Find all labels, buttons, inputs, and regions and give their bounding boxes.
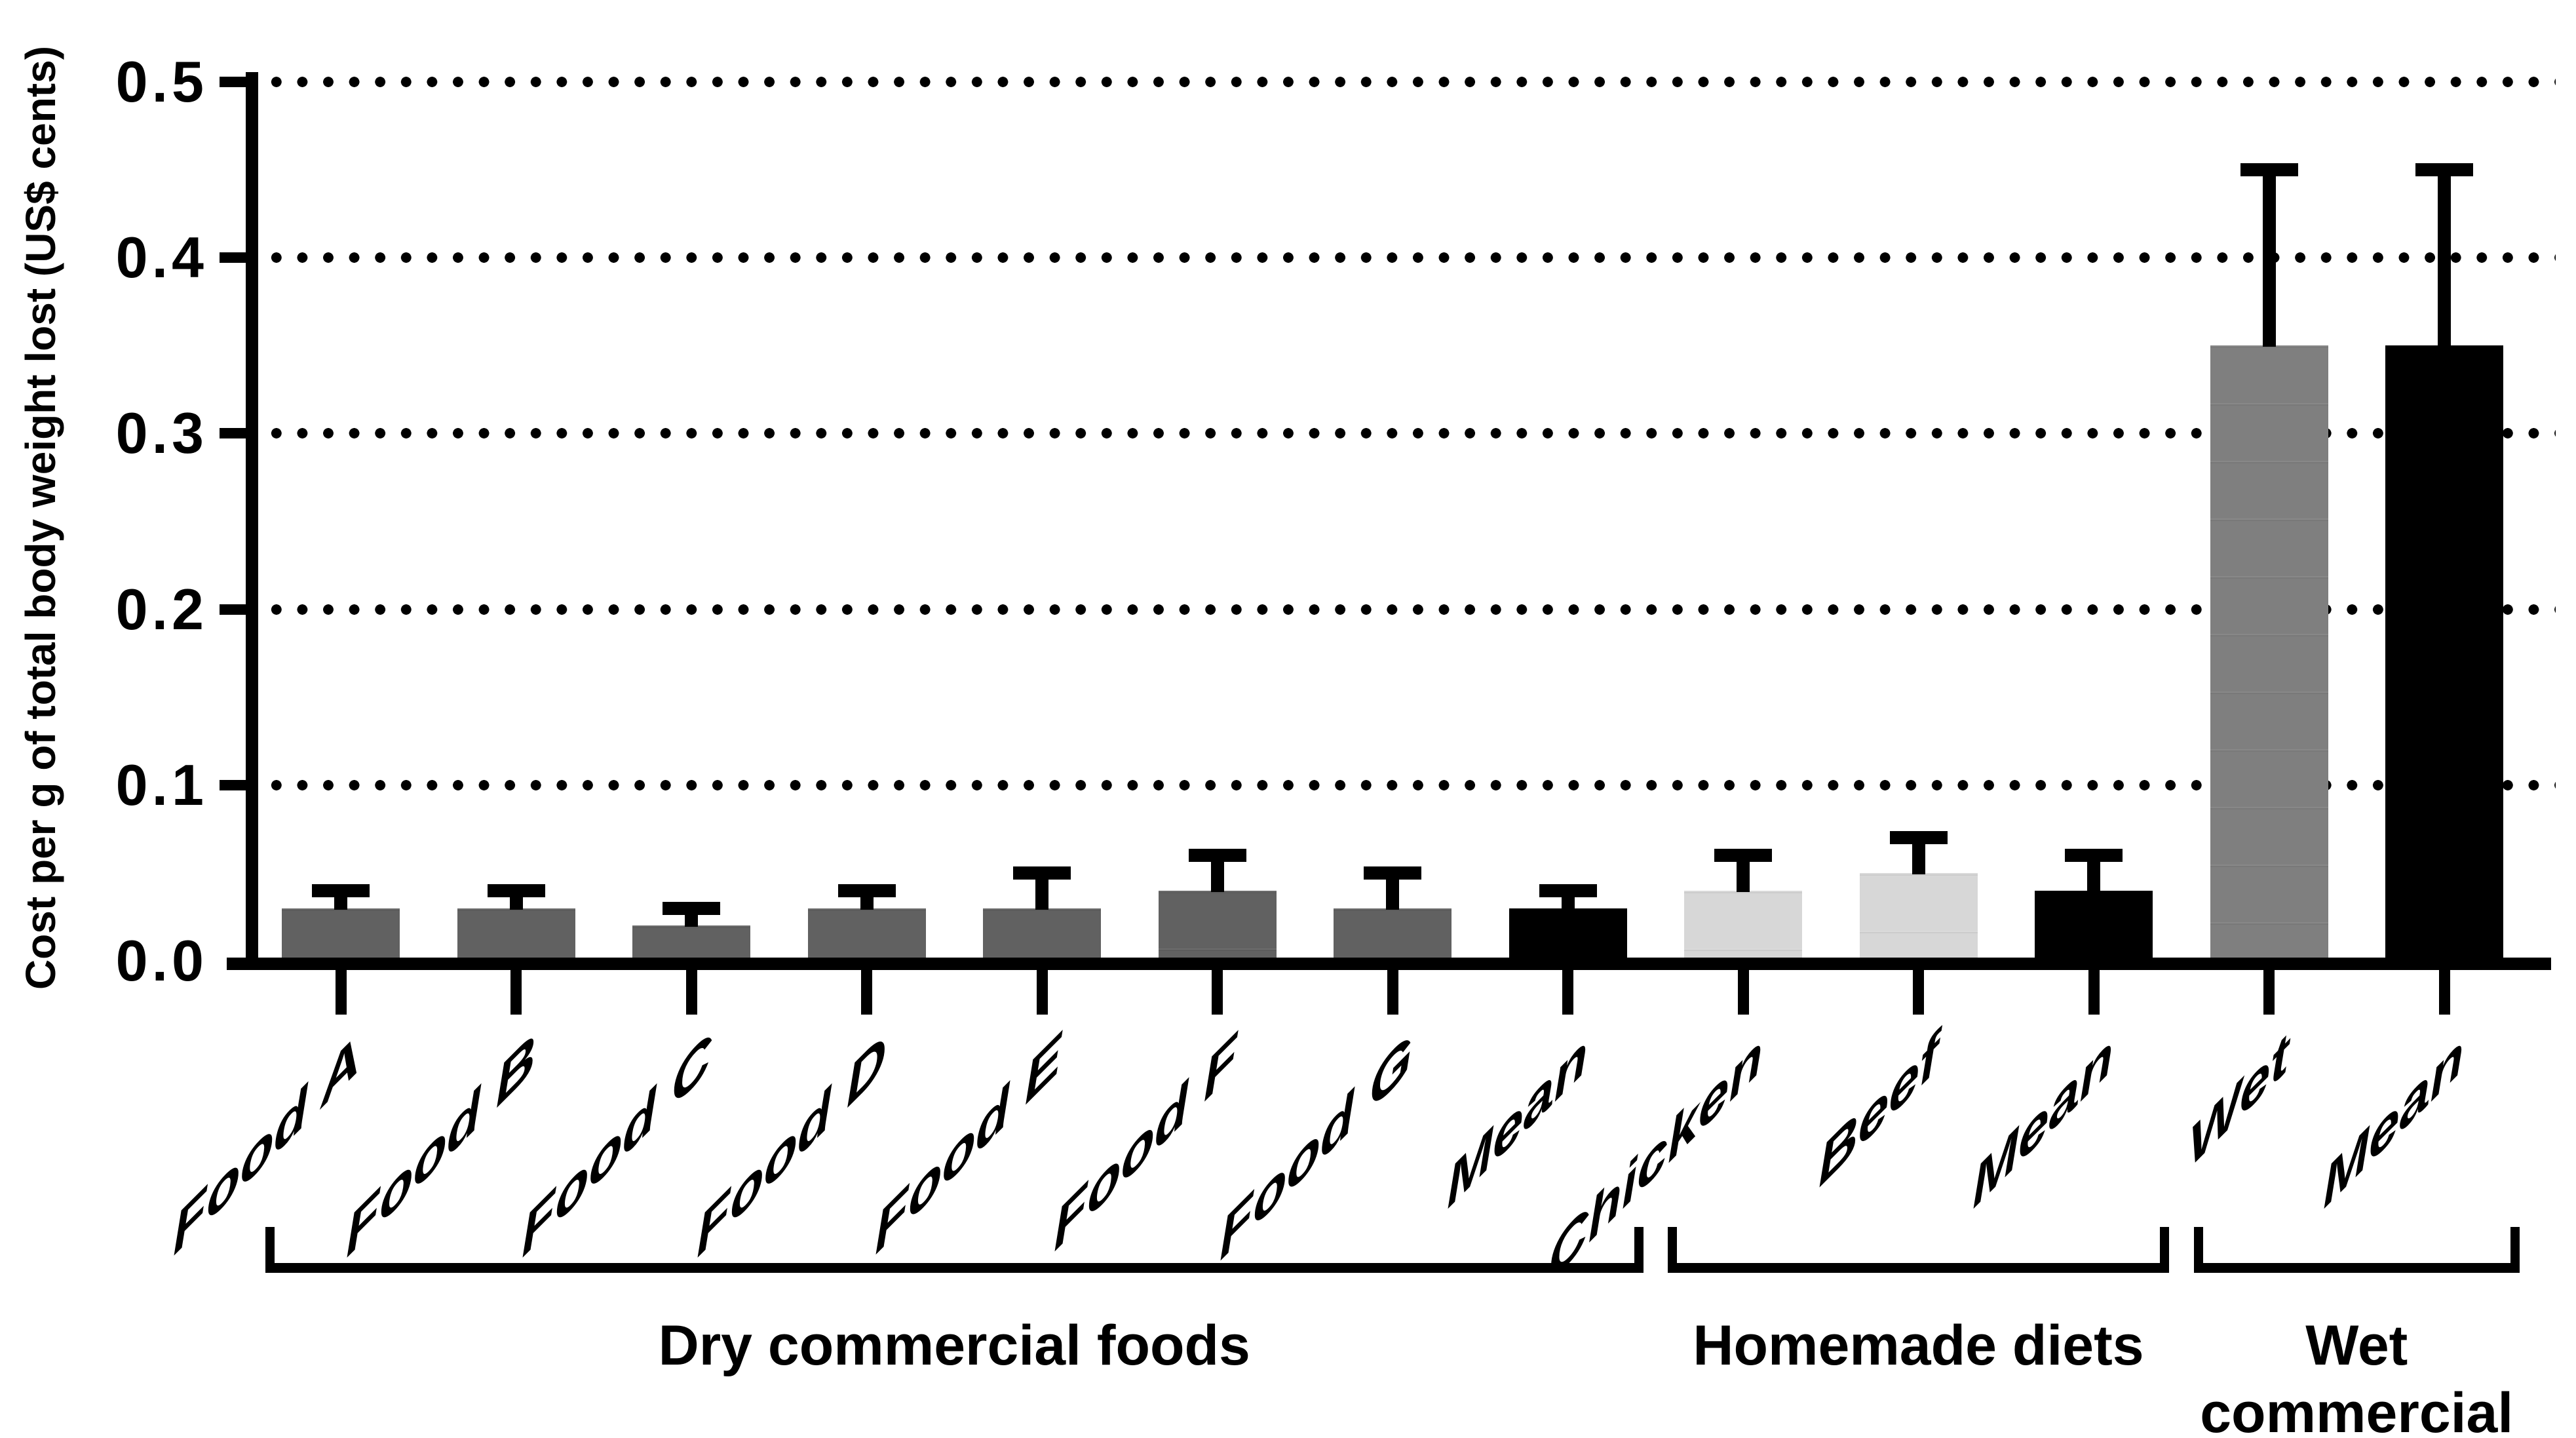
y-tick-label: 0.4 (115, 225, 208, 290)
bar (1859, 872, 1978, 958)
error-bar-stem (1386, 872, 1399, 910)
y-tick-label: 0.5 (115, 49, 208, 114)
y-axis-title: Cost per g of total body weight lost (US… (17, 45, 64, 990)
error-bar-cap (487, 884, 545, 897)
group-label: Dry commercial foods (658, 1314, 1250, 1377)
error-bar-cap (1013, 866, 1071, 880)
x-tick (335, 970, 347, 1015)
group-label: Homemade diets (1693, 1314, 2144, 1377)
x-category-label: Mean (1446, 1019, 1588, 1222)
gridline-dotted (263, 75, 2556, 88)
error-bar-cap (1714, 849, 1772, 863)
error-bar-stem (1737, 855, 1750, 892)
bar (1158, 890, 1277, 958)
y-tick (220, 77, 246, 87)
error-bar-cap (312, 884, 370, 897)
bar (1684, 890, 1802, 958)
x-tick (1737, 970, 1749, 1015)
y-tick-label: 0.0 (115, 928, 208, 993)
x-tick (2088, 970, 2100, 1015)
x-category-label: Mean (2323, 1019, 2464, 1222)
x-tick (1913, 970, 1924, 1015)
x-tick (2438, 970, 2450, 1015)
x-tick (1387, 970, 1398, 1015)
x-axis-line (227, 958, 2551, 970)
y-tick (220, 252, 246, 263)
error-bar-stem (2262, 170, 2276, 347)
y-tick (220, 779, 246, 790)
error-bar-cap (1539, 884, 1597, 897)
error-bar-cap (2240, 163, 2298, 177)
bar (2385, 345, 2503, 958)
group-bracket (2193, 1227, 2520, 1273)
y-tick (220, 604, 246, 615)
bar (1334, 908, 1451, 958)
bar (1509, 908, 1627, 958)
y-tick (220, 428, 246, 439)
gridline-dotted (263, 427, 2556, 440)
error-bar-stem (1912, 838, 1925, 874)
x-tick (685, 970, 697, 1015)
x-tick (1562, 970, 1573, 1015)
gridline-dotted (263, 602, 2556, 616)
error-bar-stem (1210, 855, 1224, 892)
x-tick (1036, 970, 1048, 1015)
x-tick (1212, 970, 1223, 1015)
bar (2210, 345, 2328, 958)
error-bar-cap (1889, 831, 1948, 845)
group-label: Wet commercial foods (2200, 1314, 2514, 1438)
error-bar-cap (1364, 866, 1421, 880)
group-bracket (265, 1227, 1644, 1273)
bar (983, 908, 1101, 958)
bar (282, 908, 400, 958)
x-category-label: Wet (2189, 1019, 2289, 1181)
error-bar-cap (663, 901, 720, 915)
x-tick (510, 970, 522, 1015)
x-tick (2263, 970, 2275, 1015)
error-bar-cap (837, 884, 896, 897)
error-bar-cap (1188, 849, 1246, 863)
gridline-dotted (263, 251, 2556, 265)
y-tick-label: 0.1 (115, 752, 208, 817)
error-bar-cap (2415, 163, 2473, 177)
error-bar-stem (1035, 872, 1048, 910)
bar (807, 908, 926, 958)
x-category-label: Beef (1818, 1019, 1938, 1201)
bar (2035, 890, 2153, 958)
x-tick (861, 970, 872, 1015)
bar (457, 908, 575, 958)
group-bracket (1668, 1227, 2169, 1273)
y-axis-line (246, 72, 258, 970)
error-bar-stem (2087, 855, 2100, 892)
bar (632, 925, 750, 958)
error-bar-stem (2438, 170, 2451, 347)
y-tick-label: 0.3 (115, 400, 208, 466)
error-bar-cap (2065, 849, 2123, 863)
y-tick-label: 0.2 (115, 576, 208, 642)
gridline-dotted (263, 778, 2556, 792)
x-category-label: Mean (1972, 1019, 2113, 1222)
